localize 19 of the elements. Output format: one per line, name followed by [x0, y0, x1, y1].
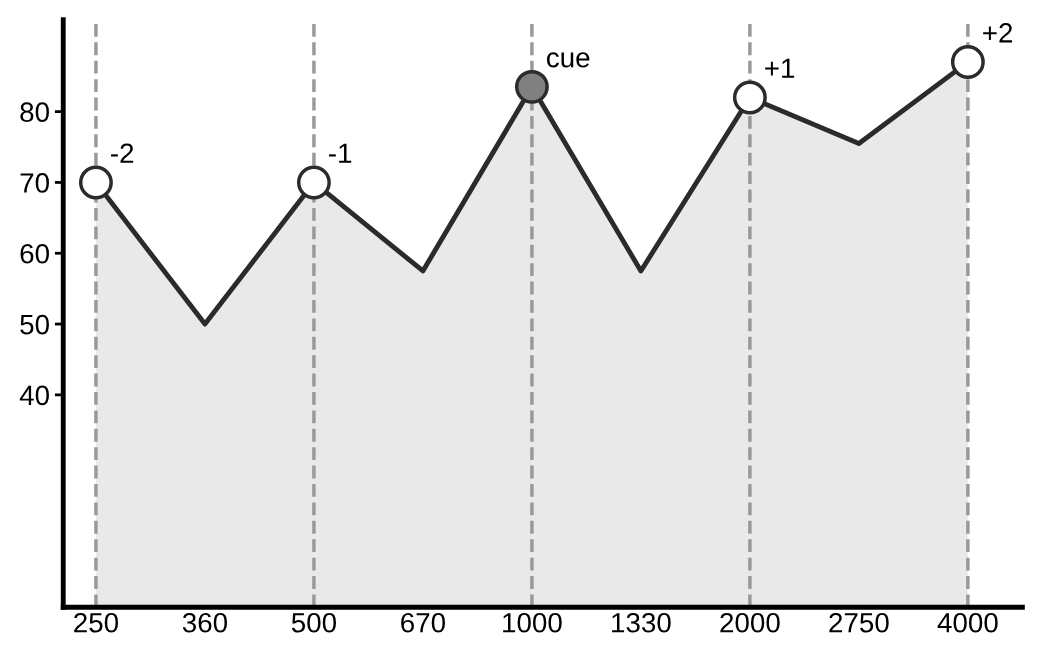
x-tick-label: 360	[182, 612, 228, 633]
x-tick-label: 500	[291, 612, 337, 633]
x-tick-label: 2000	[720, 612, 780, 633]
y-tick-label: 50	[20, 314, 49, 335]
y-tick-label: 70	[20, 173, 49, 193]
y-tick-label: 80	[20, 102, 49, 122]
x-tick-label: 670	[401, 612, 446, 633]
annotation: -2	[111, 143, 134, 163]
annotation: cue	[546, 52, 590, 68]
x-tick-label: 250	[74, 612, 119, 633]
annotation: -1	[329, 143, 352, 163]
y-tick-label: 60	[20, 243, 49, 264]
y-tick-label: 40	[19, 385, 49, 406]
x-tick-label: 1000	[503, 612, 562, 633]
x-tick-label: 2750	[829, 612, 889, 633]
x-tick-label: 1330	[612, 612, 671, 633]
annotation: +2	[983, 23, 1013, 43]
x-tick-label: 4000	[937, 612, 998, 633]
annotation: +1	[765, 58, 795, 78]
